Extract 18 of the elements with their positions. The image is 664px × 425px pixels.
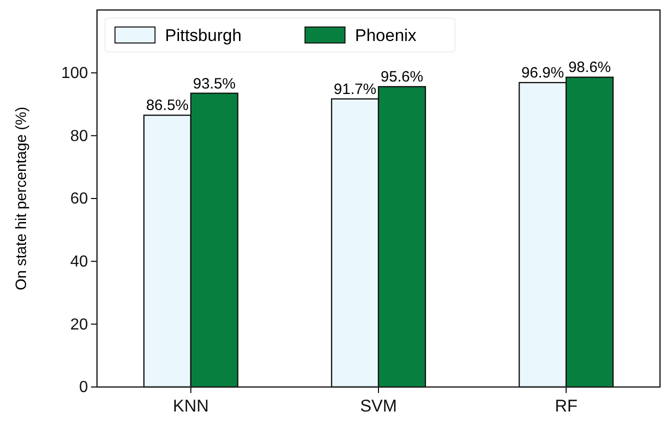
y-tick-label: 20 (70, 316, 88, 334)
data-label: 86.5% (146, 97, 189, 114)
y-tick-label: 80 (70, 128, 88, 145)
x-tick-label: SVM (360, 396, 397, 416)
y-axis-title: On state hit percentage (%) (13, 106, 30, 290)
x-tick-label: KNN (172, 396, 209, 416)
legend-label: Phoenix (355, 26, 417, 45)
y-tick-label: 100 (61, 64, 88, 82)
legend-label: Pittsburgh (165, 26, 242, 45)
y-tick-label: 0 (79, 379, 88, 396)
y-tick-label: 60 (70, 190, 88, 208)
data-label: 98.6% (568, 59, 611, 76)
x-tick-label: RF (554, 396, 578, 416)
data-label: 91.7% (334, 80, 376, 98)
y-tick-label: 40 (70, 253, 88, 270)
data-label: 93.5% (193, 75, 236, 92)
data-label: 95.6% (380, 68, 424, 86)
data-label: 96.9% (521, 64, 564, 82)
